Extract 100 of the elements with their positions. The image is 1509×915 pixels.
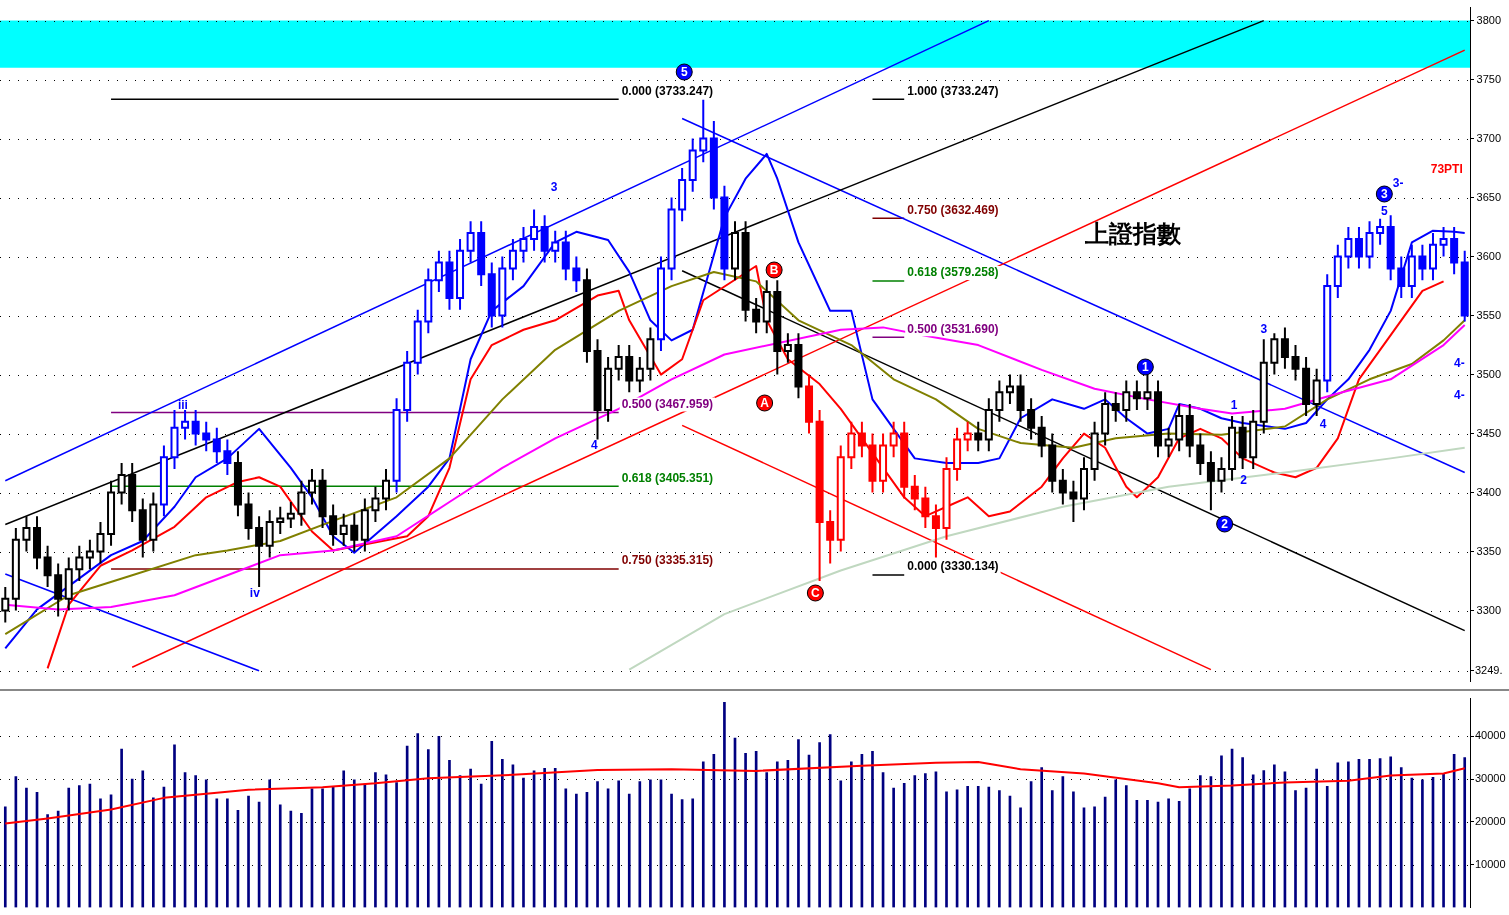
bar — [924, 773, 927, 908]
y-tick-label: 3400 — [1476, 485, 1502, 498]
candlestick — [202, 420, 211, 453]
candlestick — [561, 229, 570, 282]
y-tick-label: 3650 — [1476, 190, 1502, 203]
candlestick — [477, 220, 486, 288]
bar — [966, 785, 969, 908]
bar — [1251, 774, 1255, 908]
candlestick — [1101, 391, 1110, 447]
candlestick — [382, 467, 391, 512]
candlestick — [1428, 231, 1437, 282]
candlestick — [265, 509, 274, 559]
bar — [426, 749, 430, 908]
candlestick — [434, 249, 443, 293]
bar — [765, 772, 769, 908]
candlestick — [910, 473, 919, 512]
bar — [1167, 798, 1170, 908]
candlestick — [360, 497, 369, 553]
bar — [691, 798, 695, 908]
candlestick — [1439, 226, 1448, 258]
bar — [1114, 779, 1118, 908]
bar — [173, 744, 176, 908]
bar — [1421, 779, 1424, 908]
candlestick — [1016, 373, 1025, 423]
candlestick — [1122, 379, 1131, 423]
bar — [247, 795, 250, 908]
candlestick — [85, 538, 94, 571]
candlestick — [181, 408, 190, 441]
bar — [627, 793, 631, 908]
candlestick — [1354, 226, 1363, 270]
candlestick — [244, 491, 253, 541]
candlestick — [519, 226, 528, 264]
candlestick — [530, 208, 539, 252]
candlestick — [1344, 226, 1353, 270]
bar — [987, 786, 991, 908]
candlestick — [371, 485, 380, 524]
annotation: 0.500 (3531.690) — [907, 321, 999, 336]
candlestick — [11, 527, 20, 612]
candlestick — [826, 509, 835, 565]
bar — [215, 798, 219, 908]
bar — [723, 702, 726, 908]
annotation: 2 — [1240, 473, 1248, 488]
bar — [1463, 757, 1467, 908]
bar — [1220, 755, 1223, 908]
bar — [839, 780, 843, 908]
candlestick — [1270, 332, 1279, 376]
y-tick-label: 3700 — [1476, 131, 1502, 144]
candlestick — [551, 229, 560, 264]
candlestick — [1397, 255, 1406, 299]
annotation: 0.618 (3579.258) — [907, 265, 999, 280]
candlestick — [1164, 426, 1173, 459]
bar — [543, 768, 546, 908]
bar — [1262, 770, 1266, 908]
bar — [1368, 759, 1371, 908]
bar — [469, 768, 472, 908]
bar — [342, 770, 346, 908]
candlestick — [350, 512, 359, 553]
annotation: 1 — [1230, 398, 1238, 413]
annotation: 5 — [680, 65, 688, 80]
bar — [575, 793, 578, 908]
candlestick — [1302, 355, 1311, 417]
y-tick-label: 3249. — [1475, 663, 1503, 676]
candlestick — [276, 505, 285, 535]
candlestick — [942, 456, 951, 541]
bar — [818, 742, 821, 908]
bar — [46, 814, 49, 908]
candlestick — [54, 562, 63, 618]
candlestick — [96, 521, 105, 565]
candlestick — [953, 426, 962, 482]
candlestick — [889, 420, 898, 459]
bar — [194, 775, 197, 908]
bar — [1389, 756, 1393, 908]
bar — [152, 797, 155, 908]
candlestick — [170, 408, 179, 470]
candlestick — [857, 420, 866, 459]
bar — [1093, 806, 1096, 908]
bar — [1198, 775, 1202, 908]
annotation: A — [760, 396, 770, 411]
bar — [596, 781, 599, 908]
candlestick — [1132, 379, 1141, 411]
candlestick — [963, 420, 972, 453]
candlestick — [466, 220, 475, 264]
candlestick — [1027, 397, 1036, 441]
candlestick — [413, 308, 422, 376]
bar — [416, 733, 420, 908]
candlestick — [720, 184, 729, 282]
bar — [976, 785, 980, 908]
candlestick — [836, 444, 845, 553]
annotation: B — [769, 263, 779, 278]
bar — [998, 790, 1001, 908]
candlestick — [900, 420, 909, 500]
bar — [1072, 791, 1075, 908]
annotation: 0.750 (3632.469) — [907, 202, 999, 217]
candlestick — [667, 196, 676, 282]
candlestick — [1249, 408, 1258, 470]
annotation: iv — [249, 586, 261, 601]
bar — [226, 798, 229, 908]
annotation: 0.750 (3335.315) — [621, 553, 714, 568]
annotation: 4- — [1454, 388, 1465, 403]
bar — [1241, 757, 1244, 908]
